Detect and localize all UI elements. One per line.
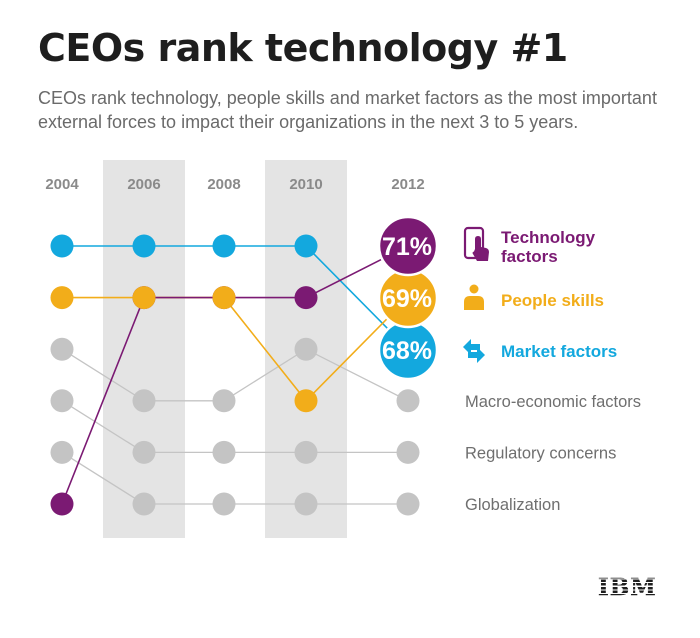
chart-subtitle: CEOs rank technology, people skills and … [38,88,657,132]
chart-title: CEOs rank technology #1 [38,26,568,70]
touch-hand [473,236,489,261]
data-point-market-factors-2010 [294,234,318,258]
data-point-macro-economic-factors-2012 [396,389,420,413]
arrow-right [468,347,485,363]
year-label-2010: 2010 [289,176,322,193]
series-label-globalization: Globalization [465,496,560,514]
data-point-macro-economic-factors-2006 [132,389,156,413]
ibm-logo: IBM [598,574,657,602]
series-label-market-factors: Market factors [501,342,617,361]
data-point-market-factors-2004 [50,234,74,258]
data-point-people-skills-2006 [132,286,156,310]
year-label-2008: 2008 [207,176,240,193]
year-band-2006 [103,160,185,538]
data-point-technology-factors-2010 [294,286,318,310]
data-point-regulatory-concerns-2004 [50,389,74,413]
year-label-2004: 2004 [45,176,79,193]
year-label-2012: 2012 [391,176,424,193]
data-point-technology-factors-2004 [50,492,74,516]
data-point-macro-economic-factors-2010 [294,337,318,361]
data-point-globalization-2010 [294,492,318,516]
data-point-people-skills-2004 [50,286,74,310]
series-label-group-technology-factors: Technology factors [463,226,596,266]
arrow-left [463,339,480,355]
data-label-people-skills: 69% [382,285,432,313]
data-point-market-factors-2006 [132,234,156,258]
person-icon [464,284,484,310]
data-point-globalization-2012 [396,492,420,516]
data-label-market-factors: 68% [382,337,432,365]
data-point-globalization-2004 [50,440,74,464]
data-point-technology-factors-2012 [377,215,439,277]
series-label-group-people-skills: People skills [464,284,604,310]
series-label-group-market-factors: Market factors [463,339,617,363]
series-label-group-regulatory-concerns: Regulatory concerns [465,444,616,462]
data-point-market-factors-2008 [212,234,236,258]
series-label-technology-factors: Technology factors [501,228,596,266]
smartphone-touch-icon [463,226,489,261]
data-point-macro-economic-factors-2008 [212,389,236,413]
series-label-macro-economic-factors: Macro-economic factors [465,393,641,411]
data-point-globalization-2008 [212,492,236,516]
person-body [464,296,484,310]
phone-outline [463,226,485,260]
data-point-macro-economic-factors-2004 [50,337,74,361]
series-label-regulatory-concerns: Regulatory concerns [465,444,616,462]
data-point-regulatory-concerns-2010 [294,440,318,464]
market-arrows-icon [463,339,485,363]
data-point-globalization-2006 [132,492,156,516]
series-label-group-globalization: Globalization [465,496,560,514]
year-label-2006: 2006 [127,176,160,193]
series-label-group-macro-economic-factors: Macro-economic factors [465,393,641,411]
data-point-regulatory-concerns-2006 [132,440,156,464]
series-label-people-skills: People skills [501,291,604,310]
person-head [469,284,479,294]
data-label-technology-factors: 71% [382,233,432,261]
data-point-regulatory-concerns-2008 [212,440,236,464]
data-point-people-skills-2008 [212,286,236,310]
data-point-people-skills-2010 [294,389,318,413]
data-point-regulatory-concerns-2012 [396,440,420,464]
